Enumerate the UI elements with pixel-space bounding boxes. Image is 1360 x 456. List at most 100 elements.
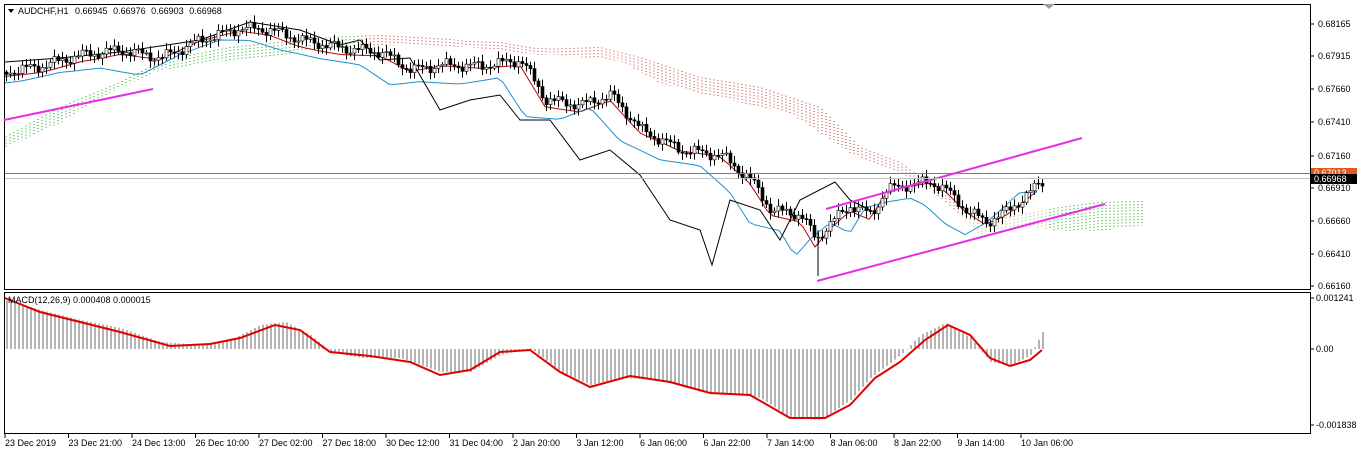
candle-body <box>608 90 613 100</box>
candle-body <box>76 55 81 58</box>
price-tick-label: 0.67660 <box>1318 84 1351 94</box>
macd-histogram-bar <box>222 341 224 349</box>
candle-body <box>468 63 473 66</box>
macd-histogram-bar <box>966 335 968 349</box>
candle-body <box>412 64 417 73</box>
candle-body <box>804 218 809 220</box>
candle-body <box>96 53 101 59</box>
candle-body <box>384 51 389 54</box>
candle-body <box>336 41 341 48</box>
candle-body <box>204 40 209 43</box>
macd-histogram-bar <box>358 349 360 358</box>
macd-histogram-bar <box>258 326 260 349</box>
macd-histogram-bar <box>802 349 804 419</box>
macd-histogram-bar <box>766 349 768 402</box>
macd-histogram-bar <box>342 349 344 355</box>
candle-body <box>940 184 945 192</box>
candle-body <box>112 45 117 51</box>
candle-body <box>704 150 709 154</box>
macd-histogram-bar <box>1014 349 1016 364</box>
candle-body <box>284 29 289 39</box>
candle-body <box>592 97 597 104</box>
macd-histogram-bar <box>430 349 432 369</box>
candle-body <box>188 42 193 47</box>
candle-body <box>184 46 189 56</box>
macd-tick-label: -0.001838 <box>1316 420 1357 430</box>
candle-body <box>556 96 561 101</box>
trendline-left[interactable] <box>3 88 154 121</box>
macd-histogram-bar <box>610 349 612 381</box>
chart-shift-icon[interactable] <box>1043 4 1055 9</box>
candle-body <box>828 221 833 232</box>
time-tick-label: 3 Jan 12:00 <box>577 438 624 448</box>
triangle-down-icon[interactable] <box>8 9 14 13</box>
macd-pane[interactable] <box>4 292 1311 434</box>
candle-body <box>348 52 353 55</box>
candle-body <box>496 58 501 67</box>
macd-histogram-bar <box>354 349 356 357</box>
price-tick-label: 0.66910 <box>1318 183 1351 193</box>
candle-body <box>260 28 265 33</box>
candle-body <box>668 139 673 143</box>
candle-body <box>628 117 633 121</box>
channel-lower-line[interactable] <box>816 203 1106 282</box>
candle-body <box>416 64 421 67</box>
candle-body <box>128 52 133 56</box>
candle-body <box>896 184 901 187</box>
time-tick-label: 6 Jan 22:00 <box>704 438 751 448</box>
macd-histogram-bar <box>274 323 276 349</box>
macd-histogram-bar <box>730 349 732 394</box>
macd-histogram-bar <box>546 349 548 361</box>
candle-body <box>400 64 405 69</box>
candle-body <box>108 47 113 51</box>
candle-body <box>440 63 445 67</box>
price-axis[interactable]: 0.68165 0.67915 0.67660 0.67410 0.67160 0.669… <box>1310 19 1351 291</box>
line-price-tag <box>1311 168 1357 178</box>
price-tick-label: 0.67915 <box>1318 51 1351 61</box>
candle-body <box>784 208 789 211</box>
candle-body <box>848 207 853 213</box>
candle-body <box>160 57 165 59</box>
macd-histogram-bar <box>582 349 584 382</box>
macd-histogram-bar <box>218 342 220 349</box>
macd-histogram-bar <box>566 349 568 375</box>
macd-histogram-bar <box>718 349 720 394</box>
candle-body <box>236 30 241 37</box>
macd-histogram-bar <box>158 341 160 349</box>
candle-body <box>216 30 221 40</box>
candle-body <box>12 72 17 75</box>
macd-histogram-bar <box>714 349 716 393</box>
macd-histogram-bar <box>146 337 148 349</box>
candle-body <box>968 212 973 215</box>
macd-histogram-bar <box>590 349 592 385</box>
macd-histogram-bar <box>30 307 32 349</box>
candle-body <box>396 54 401 65</box>
macd-histogram-bar <box>254 328 256 349</box>
macd-histogram-bar <box>1010 349 1012 366</box>
time-axis[interactable]: 23 Dec 2019 23 Dec 21:00 24 Dec 13:00 26 De… <box>4 434 1073 448</box>
candle-body <box>408 68 413 73</box>
macd-histogram-bar <box>846 349 848 403</box>
candle-body <box>380 52 385 58</box>
macd-histogram-bar <box>378 349 380 358</box>
macd-tick-label: 0.001241 <box>1316 293 1354 303</box>
macd-histogram-bar <box>46 311 48 349</box>
candle-body <box>1024 192 1029 203</box>
macd-histogram-bar <box>58 314 60 349</box>
macd-histogram-bar <box>866 349 868 383</box>
candle-body <box>988 223 993 227</box>
candle-body <box>240 29 245 32</box>
candle-body <box>768 203 773 213</box>
macd-histogram-bar <box>746 349 748 397</box>
candle-body <box>480 61 485 70</box>
candle-body <box>488 67 493 69</box>
macd-histogram-bar <box>6 300 8 349</box>
candle-body <box>652 136 657 139</box>
candle-body <box>680 151 685 154</box>
macd-histogram-bar <box>1018 349 1020 362</box>
candle-body <box>720 153 725 156</box>
macd-histogram-bar <box>414 349 416 363</box>
macd-histogram-bar <box>886 349 888 366</box>
macd-histogram-bar <box>594 349 596 385</box>
